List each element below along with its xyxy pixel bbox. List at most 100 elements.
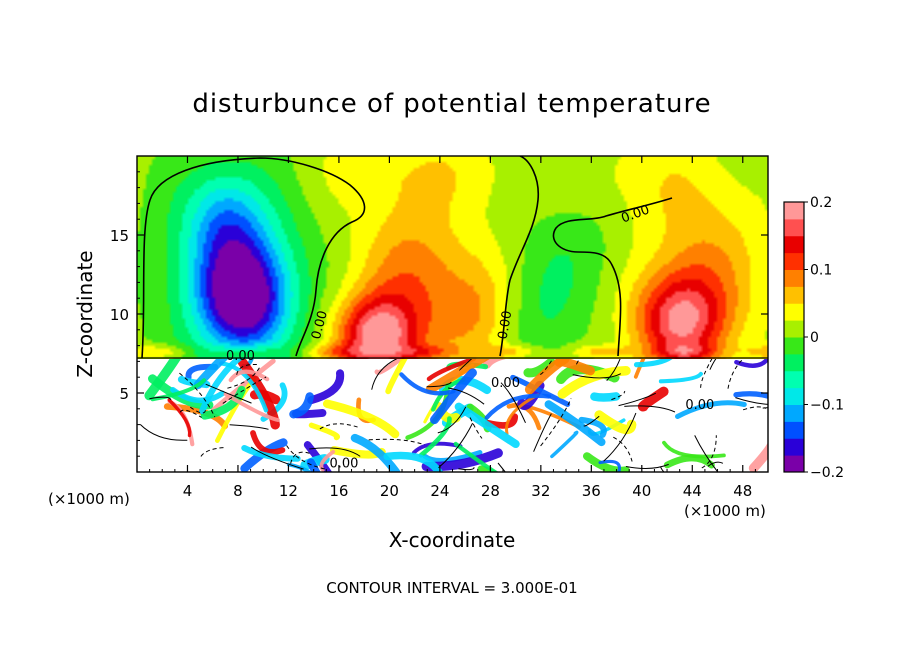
turbulence-streak: [430, 368, 477, 425]
contour-interval-note: CONTOUR INTERVAL = 3.000E-01: [326, 579, 577, 597]
chart-title: disturbunce of potential temperature: [192, 89, 711, 119]
turbulence-streak: [308, 422, 340, 441]
y-tick-label: 5: [119, 385, 129, 403]
y-tick-label: 15: [110, 227, 129, 245]
turbulence-contour: [694, 435, 719, 472]
x-tick-label: 4: [183, 482, 193, 500]
turbulence-streak: [289, 392, 314, 419]
turbulence-streak: [733, 391, 768, 399]
turbulence-streak: [477, 465, 498, 472]
contour-label: 0.00: [496, 310, 516, 341]
turbulence-contour: [222, 376, 267, 404]
turbulence-contour: [319, 423, 360, 430]
turbulence-streak: [399, 372, 456, 396]
turbulence-contour: [700, 359, 713, 388]
turbulence-contour: [659, 466, 665, 472]
turbulence-contour: [250, 446, 304, 470]
colorbar-swatch: [784, 202, 804, 220]
turbulence-streak: [199, 359, 243, 415]
colorbar-swatch: [784, 438, 804, 456]
x-tick-label: 36: [582, 482, 601, 500]
turbulence-contour: [606, 359, 621, 382]
turbulence-contour: [613, 436, 633, 462]
turbulence-contour: [190, 406, 206, 414]
x-tick-label: 24: [430, 482, 449, 500]
turbulence-streak: [228, 369, 270, 383]
turbulence-streak: [150, 378, 207, 402]
turbulence-contour: [139, 424, 188, 441]
turbulence-streak: [583, 452, 630, 472]
x-tick-label: 44: [683, 482, 702, 500]
turbulence-contour: [229, 424, 269, 430]
turbulence-contour: [458, 467, 475, 471]
turbulence-streak: [578, 416, 607, 438]
colorbar-tick-label: 0: [810, 330, 819, 346]
turbulence-streak: [550, 430, 579, 459]
x-tick-label: 16: [329, 482, 348, 500]
x-tick-label: 32: [531, 482, 550, 500]
turbulence-streak: [322, 399, 400, 439]
turbulence-contour: [227, 367, 260, 389]
turbulence-streak: [418, 416, 452, 458]
turbulence-contour: [309, 447, 361, 457]
contour-label: 0.00: [329, 457, 358, 472]
turbulence-streak: [200, 385, 246, 420]
turbulence-contour: [572, 373, 622, 379]
turbulence-streak: [383, 451, 444, 472]
x-unit-left: (×1000 m): [48, 490, 130, 508]
turbulence-contour: [701, 435, 717, 469]
colorbar-swatch: [784, 252, 804, 270]
turbulence-streak: [350, 433, 401, 472]
turbulence-streak: [544, 400, 606, 447]
colorbar-swatch: [784, 421, 804, 439]
x-axis-ticks: 4 8 12 16 20 24 28 32 36 40 44 48: [149, 156, 756, 500]
turbulence-contour: [236, 363, 258, 375]
colorbar-swatch: [784, 269, 804, 287]
turbulence-contour: [205, 383, 252, 404]
turbulence-contour: [735, 397, 768, 405]
colorbar-swatch: [784, 320, 804, 338]
contour-labels: 0.00 0.000.000.000.000.000.00: [226, 202, 714, 471]
turbulence-streak: [167, 398, 192, 438]
colorbar-swatch: [784, 235, 804, 254]
colorbar-swatch: [784, 218, 804, 237]
turbulence-streak: [590, 392, 621, 402]
turbulence-streak: [454, 402, 520, 449]
turbulence-contour: [179, 409, 202, 418]
x-axis-label: X-coordinate: [389, 528, 516, 552]
turbulence-contour: [707, 461, 724, 467]
turbulence-contour: [533, 413, 552, 452]
turbulence-streak: [748, 442, 768, 472]
turbulence-streak: [219, 361, 269, 413]
turbulence-contour: [368, 438, 425, 446]
colorbar-tick-label: 0.1: [810, 263, 832, 279]
turbulence-contour: [618, 392, 657, 407]
turbulence-streak: [307, 369, 345, 405]
turbulence-streak: [250, 430, 286, 455]
y-axis-ticks: 5 10 15: [110, 171, 768, 457]
x-tick-label: 12: [279, 482, 298, 500]
colorbar-swatch: [784, 370, 804, 389]
turbulence-contour: [500, 382, 526, 424]
turbulence-streak: [633, 359, 646, 379]
turbulence-streak: [426, 359, 476, 382]
colorbar-tick-label: −0.2: [810, 465, 844, 481]
turbulence-streak: [633, 359, 673, 368]
turbulence-streak: [658, 371, 703, 384]
x-tick-label: 8: [233, 482, 243, 500]
y-axis-label: Z-coordinate: [73, 250, 97, 377]
colorbar: 0.2 0.1 0 −0.1 −0.2: [783, 195, 844, 481]
turbulence-streak: [306, 458, 321, 472]
x-tick-label: 48: [733, 482, 752, 500]
turbulence-streak: [425, 359, 490, 394]
turbulence-streak: [637, 386, 669, 412]
zero-contour-right: [499, 156, 540, 357]
turbulence-contour: [371, 359, 398, 390]
turbulence-contour: [603, 412, 637, 462]
x-tick-label: 28: [481, 482, 500, 500]
turbulence-contour: [540, 398, 572, 447]
turbulence-streak: [594, 410, 637, 435]
colorbar-swatch: [784, 286, 804, 304]
turbulence-contour: [469, 417, 483, 439]
